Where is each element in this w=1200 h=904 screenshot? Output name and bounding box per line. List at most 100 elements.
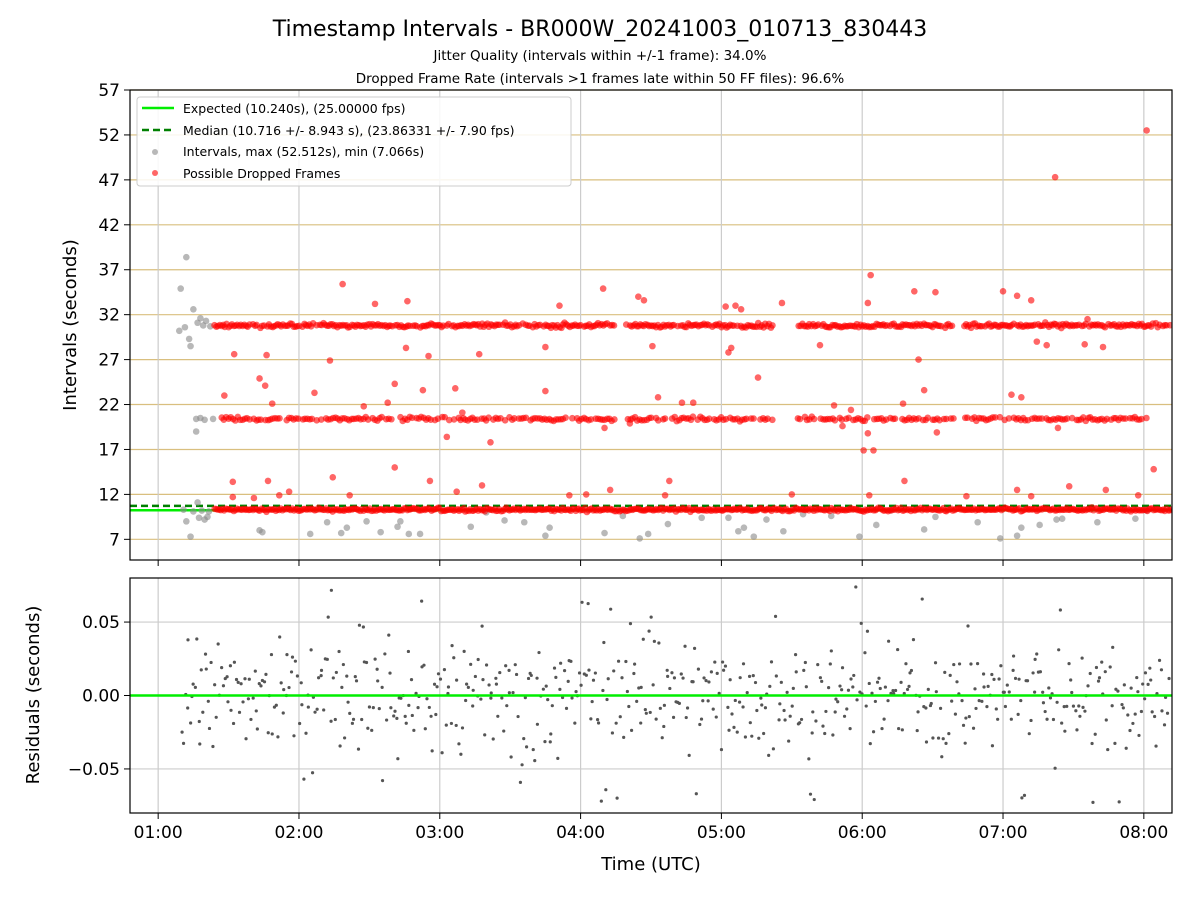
residual-point: [969, 662, 973, 666]
residual-point: [639, 721, 643, 725]
residual-point: [698, 722, 702, 727]
residual-point: [541, 687, 545, 691]
residual-point: [1121, 706, 1125, 710]
residual-point: [960, 699, 964, 703]
interval-point: [664, 520, 672, 528]
residual-point: [938, 706, 943, 710]
dropped-frame-point: [1167, 506, 1172, 513]
residual-point: [802, 668, 806, 673]
interval-point: [190, 508, 197, 515]
x-axis-label: Time (UTC): [600, 854, 701, 875]
interval-point: [920, 526, 928, 533]
interval-point: [377, 528, 384, 536]
residual-point: [952, 662, 956, 667]
residual-point: [243, 677, 247, 681]
dropped-frame-point: [264, 477, 272, 485]
residual-point: [315, 707, 319, 711]
dropped-frame-point: [1054, 424, 1062, 432]
dropped-frame-point: [933, 429, 941, 436]
dropped-frame-point: [542, 343, 549, 351]
residual-point: [1137, 733, 1141, 738]
residual-point: [590, 699, 594, 704]
dropped-frame-point: [1150, 465, 1157, 473]
residual-point: [366, 726, 370, 730]
residual-point: [863, 651, 867, 655]
residual-point: [931, 736, 935, 740]
residual-point: [442, 668, 447, 672]
residual-point: [824, 709, 828, 714]
residual-point: [774, 674, 778, 678]
residual-point: [211, 744, 215, 749]
intervals-axes-frame: [129, 89, 1173, 561]
residual-point: [828, 662, 832, 666]
residual-point: [494, 682, 499, 686]
dropped-frame-point: [705, 415, 713, 422]
dropped-frame-point: [1065, 483, 1073, 490]
dropped-frame-point: [778, 299, 786, 307]
residual-point: [915, 728, 919, 733]
interval-point: [180, 506, 187, 513]
residual-point: [507, 668, 511, 672]
dropped-frame-point: [599, 285, 607, 292]
residual-point: [489, 691, 493, 695]
interval-point: [546, 524, 553, 531]
residual-point: [728, 678, 732, 682]
dropped-frame-point: [647, 414, 655, 422]
residual-point: [665, 668, 669, 672]
residual-point: [606, 677, 610, 681]
intervals-ytick-label: 22: [98, 396, 120, 416]
residual-point: [1110, 704, 1114, 708]
residual-point: [715, 671, 719, 675]
residual-point: [648, 710, 652, 715]
residual-point: [713, 660, 717, 664]
interval-point: [1013, 532, 1021, 540]
interval-point: [175, 327, 183, 335]
residual-point: [609, 607, 613, 611]
residual-point: [1063, 729, 1067, 733]
residual-point: [687, 753, 691, 757]
dropped-frame-point: [654, 394, 662, 401]
residual-point: [299, 681, 303, 685]
residual-point: [181, 741, 186, 745]
dropped-frame-point: [250, 494, 258, 502]
dropped-frame-point: [566, 491, 573, 499]
residual-point: [237, 710, 242, 714]
residual-point: [278, 635, 282, 639]
interval-point: [827, 512, 835, 520]
residual-point: [274, 703, 278, 707]
residual-point: [1135, 675, 1139, 680]
residual-point: [1133, 712, 1137, 716]
residual-point: [494, 676, 498, 680]
interval-point: [872, 521, 880, 529]
residual-point: [584, 673, 588, 677]
dropped-frame-point: [864, 429, 872, 437]
dropped-frame-point: [388, 415, 395, 423]
dropped-frame-point: [626, 420, 634, 427]
residual-point: [549, 732, 553, 736]
residual-point: [953, 712, 958, 716]
residual-point: [803, 660, 807, 665]
residual-point: [1013, 676, 1018, 680]
interval-point: [725, 514, 732, 522]
residual-point: [371, 706, 375, 710]
residual-point: [587, 668, 591, 672]
residual-point: [1083, 709, 1087, 713]
residual-point: [191, 682, 195, 686]
residual-point: [479, 697, 483, 701]
dropped-frame-point: [339, 280, 346, 288]
residual-point: [986, 684, 990, 689]
residual-point: [1067, 662, 1071, 666]
residual-point: [241, 700, 245, 704]
legend-intervals-swatch: [152, 149, 158, 155]
residuals-xtick-label: 02:00: [274, 823, 323, 843]
residual-point: [360, 717, 364, 722]
residual-point: [596, 721, 601, 725]
residual-point: [870, 691, 874, 695]
interval-point: [337, 529, 345, 537]
residual-point: [748, 721, 752, 725]
residual-point: [709, 670, 714, 674]
residual-point: [858, 690, 862, 694]
residual-point: [325, 657, 329, 661]
residual-point: [1005, 683, 1009, 687]
